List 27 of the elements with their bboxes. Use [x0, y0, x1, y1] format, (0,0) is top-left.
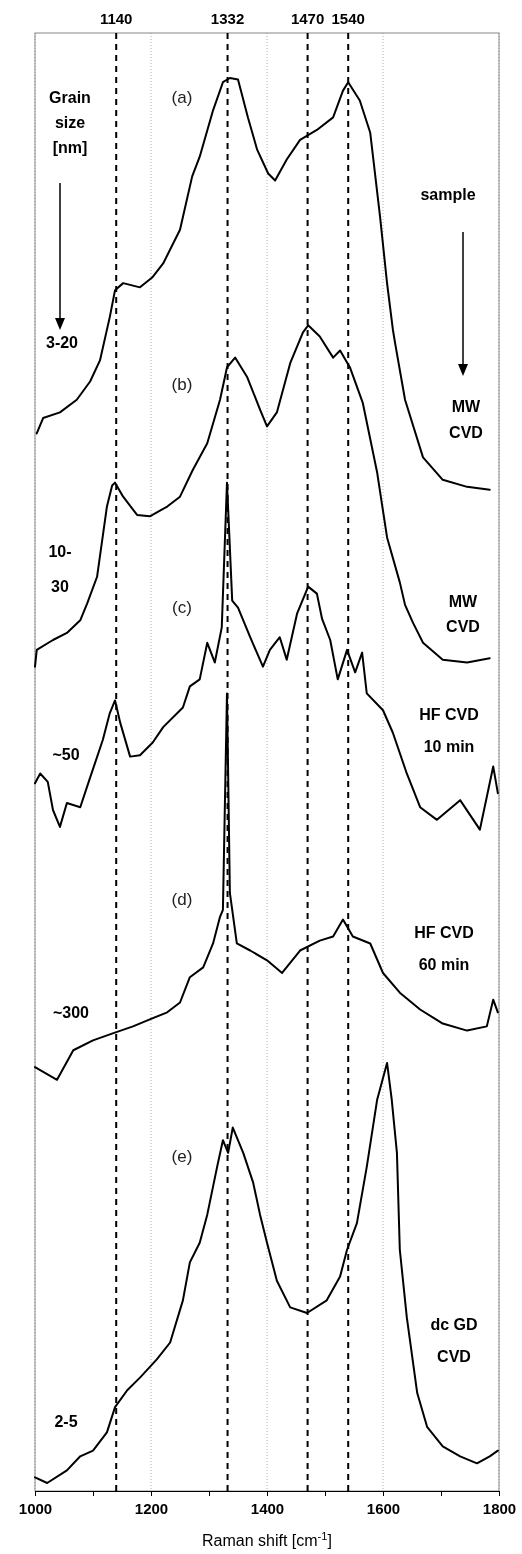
- annotation: 2-5: [54, 1413, 78, 1430]
- series-label: (b): [171, 375, 193, 394]
- x-tick-label: 1400: [250, 1500, 285, 1517]
- x-tick-label: 1800: [482, 1500, 517, 1517]
- ref-line-label: 1332: [210, 10, 245, 27]
- annotation: MW CVD: [449, 398, 483, 441]
- series-label: (e): [171, 1147, 193, 1166]
- annotation: 3-20: [45, 334, 79, 351]
- annotation: sample: [420, 186, 476, 203]
- annotation: MW CVD: [446, 593, 480, 635]
- annotation: dc GD CVD: [430, 1316, 478, 1365]
- series-label: (a): [171, 88, 193, 107]
- ref-line-label: 1540: [331, 10, 365, 27]
- annotation: ~300: [52, 1004, 90, 1021]
- annotation: HF CVD 60 min: [414, 924, 474, 973]
- annotation: Grain size [nm]: [49, 89, 91, 156]
- x-axis-title: Raman shift [cm$^{-1}$]: [202, 1530, 332, 1549]
- annotation: 10- 30: [48, 543, 72, 595]
- ref-line-label: 1470: [290, 10, 325, 27]
- annotation: HF CVD 10 min: [419, 706, 479, 755]
- series-label: (d): [171, 890, 193, 909]
- series-label: (c): [172, 598, 192, 617]
- ref-line-label: 1140: [99, 10, 133, 27]
- x-tick-label: 1600: [366, 1500, 401, 1517]
- annotation: ~50: [52, 746, 80, 763]
- x-tick-label: 1200: [134, 1500, 169, 1517]
- x-tick-label: 1000: [18, 1500, 53, 1517]
